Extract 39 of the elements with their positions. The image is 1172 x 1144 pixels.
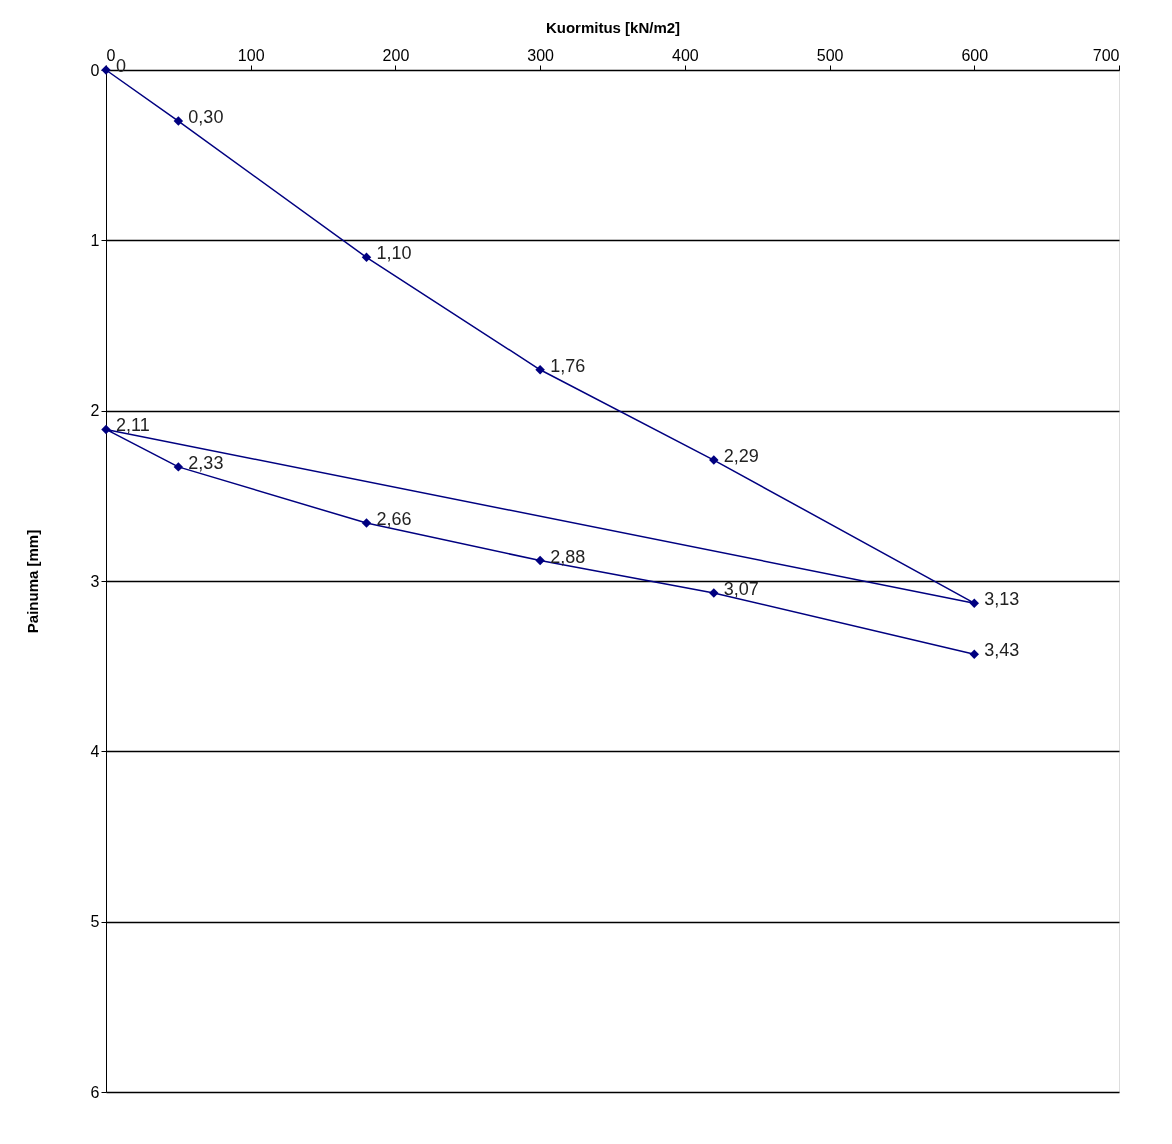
- data-label: 3,43: [984, 640, 1020, 661]
- point: [969, 598, 980, 608]
- x-tick-label: 600: [961, 46, 989, 64]
- point: [535, 555, 545, 566]
- data-label: 1,10: [376, 243, 412, 264]
- data-label: 1,76: [550, 355, 586, 376]
- y-tick-label: 4: [90, 742, 100, 760]
- data-label: 2,11: [116, 415, 150, 436]
- point: [361, 518, 372, 528]
- y-tick-label: 1: [90, 231, 100, 249]
- y-tick-label: 0: [90, 61, 100, 79]
- x-tick-label: 700: [1092, 46, 1120, 64]
- y-tick-label: 3: [90, 572, 100, 590]
- x-tick-label: 300: [527, 46, 555, 64]
- point: [709, 455, 719, 465]
- y-axis-title: Painuma [mm]: [23, 529, 41, 634]
- data-label: 2,29: [723, 446, 759, 467]
- data-label: 3,13: [984, 589, 1020, 610]
- point: [173, 116, 184, 126]
- x-tick-label: 400: [672, 46, 699, 64]
- x-axis-title: Kuormitus [kN/m2]: [545, 18, 681, 36]
- data-label: 0,30: [188, 107, 224, 128]
- y-tick-label: 5: [90, 913, 100, 931]
- point: [535, 365, 545, 375]
- data-label: 2,33: [188, 452, 224, 473]
- point: [969, 649, 980, 659]
- y-tick-label: 6: [90, 1083, 100, 1101]
- data-label: 3,07: [723, 578, 759, 599]
- point: [173, 462, 184, 472]
- point: [101, 424, 111, 435]
- data-label: 2,88: [550, 546, 586, 567]
- data-label: 2,66: [376, 509, 412, 530]
- point: [361, 252, 372, 263]
- x-tick-label: 0: [106, 46, 116, 64]
- x-tick-label: 200: [382, 46, 410, 64]
- point: [709, 588, 719, 598]
- x-tick-label: 100: [237, 46, 265, 64]
- x-tick-label: 500: [816, 46, 844, 64]
- y-tick-label: 2: [90, 402, 100, 420]
